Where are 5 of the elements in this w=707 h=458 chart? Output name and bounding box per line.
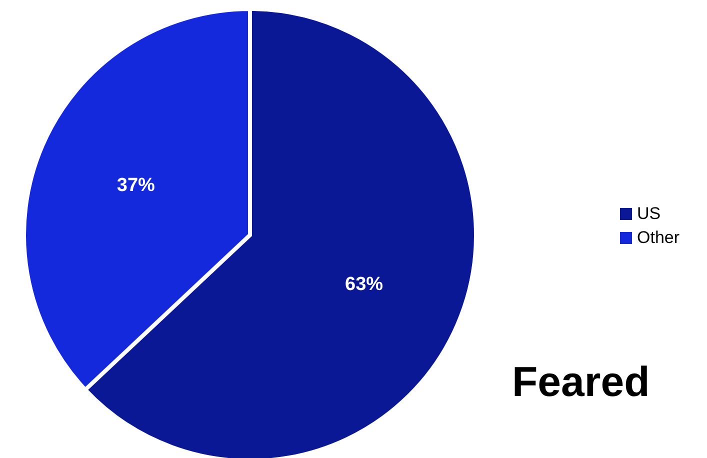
text: Feared bbox=[512, 358, 650, 406]
data-label: 37% bbox=[116, 175, 156, 196]
legend-label: US bbox=[637, 203, 661, 225]
data-label: 63% bbox=[345, 274, 384, 295]
legend-label: Other bbox=[637, 227, 680, 249]
